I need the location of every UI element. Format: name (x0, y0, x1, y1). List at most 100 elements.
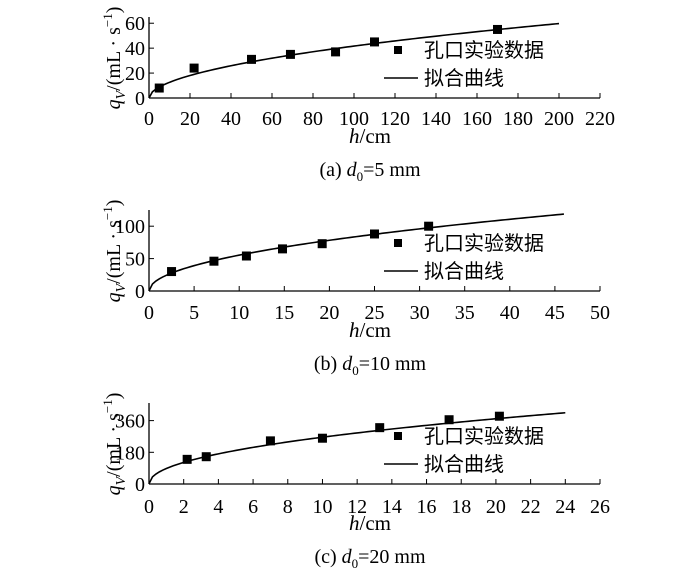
x-tick-label: 0 (144, 108, 154, 130)
x-tick-label: 100 (339, 108, 369, 130)
x-label-unit: /cm (360, 124, 392, 148)
x-tick-label: 2 (179, 496, 189, 518)
x-tick-label: 24 (555, 496, 575, 518)
x-tick-label: 26 (590, 496, 610, 518)
data-point (370, 37, 379, 47)
x-tick-label: 22 (521, 496, 541, 518)
panel-c: 0 2 4 6 8 10 12 14 16 18 20 22 24 260180360孔口实验数据拟合曲线… (100, 393, 610, 571)
caption-sub: 0 (357, 169, 364, 184)
x-tick-label: 140 (421, 108, 451, 130)
x-tick-label: 4 (213, 496, 223, 518)
x-axis-label: h/cm (349, 318, 391, 342)
data-point (182, 454, 192, 464)
x-tick-label: 60 (262, 108, 282, 130)
x-tick-label: 30 (410, 302, 430, 324)
data-point (370, 229, 379, 239)
x-tick-label: 25 (365, 302, 385, 324)
y-tick-label: 360 (115, 411, 145, 433)
data-point (493, 24, 502, 34)
y-tick-label: 50 (125, 249, 145, 271)
x-tick-label: 80 (303, 108, 323, 130)
data-point (375, 423, 385, 433)
x-label-var: h (349, 318, 360, 342)
data-point (424, 221, 434, 231)
y-tick-label: 60 (125, 13, 145, 35)
y-tick-label: 0 (135, 88, 145, 110)
x-label-unit: /cm (360, 511, 392, 535)
data-point (209, 256, 219, 266)
y-label-unit: /(mL · s (103, 220, 125, 284)
data-point (167, 267, 177, 277)
x-tick-label: 10 (229, 302, 249, 324)
data-point (494, 411, 504, 421)
y-label-exp: −1 (100, 13, 115, 27)
y-axis-label: qV/(mL · s−1) (100, 393, 129, 496)
y-label-sub: V (114, 89, 129, 99)
y-label-unit: /(mL · s (103, 413, 125, 477)
caption-value: =10 mm (359, 353, 427, 375)
caption-value: =5 mm (363, 159, 421, 181)
x-axis-label: h/cm (349, 511, 391, 535)
x-tick-label: 180 (503, 108, 533, 130)
panel-caption: (b) d0=10 mm (314, 353, 427, 378)
panel-caption: (c) d0=20 mm (314, 546, 426, 571)
x-tick-label: 10 (312, 496, 332, 518)
data-point (154, 83, 164, 93)
y-tick-label: 40 (125, 38, 145, 60)
y-label-var: q (103, 292, 125, 302)
x-tick-label: 16 (417, 496, 437, 518)
caption-var: d (347, 159, 358, 181)
data-point (317, 239, 327, 249)
caption-prefix: (c) (314, 546, 341, 568)
x-tick-label: 18 (451, 496, 471, 518)
legend-label-fit: 拟合曲线 (424, 259, 504, 283)
x-tick-label: 15 (274, 302, 294, 324)
y-label-exp: −1 (100, 206, 115, 220)
x-tick-label: 8 (283, 496, 293, 518)
data-point (201, 452, 211, 462)
x-tick-label: 120 (380, 108, 410, 130)
legend-marker-square (394, 46, 402, 54)
y-label-exp: −1 (100, 399, 115, 413)
x-tick-label: 6 (248, 496, 258, 518)
data-point (265, 436, 275, 446)
legend-label-fit: 拟合曲线 (424, 452, 504, 476)
panel-a: 0 20 40 60 80 100 120 140 160 180 200 220 0 20 40 60 孔口实… (100, 7, 615, 184)
data-point (444, 415, 454, 425)
y-label-var: q (103, 485, 125, 495)
x-label-var: h (349, 511, 360, 535)
caption-value: =20 mm (358, 546, 426, 568)
y-label-close: ) (103, 393, 125, 400)
x-tick-label: 40 (500, 302, 520, 324)
x-tick-label: 35 (455, 302, 475, 324)
y-label-close: ) (103, 200, 125, 207)
y-axis-label: qV/(mL · s−1) (100, 200, 129, 303)
x-tick-label: 220 (585, 108, 615, 130)
legend-label-fit: 拟合曲线 (424, 66, 504, 90)
data-point (331, 47, 341, 57)
x-tick-label: 160 (462, 108, 492, 130)
x-tick-label: 0 (144, 302, 154, 324)
y-tick-label: 20 (125, 63, 145, 85)
y-label-unit: /(mL · s (103, 27, 125, 91)
caption-sub: 0 (352, 363, 359, 378)
legend-marker-square (394, 432, 402, 440)
legend-label-data: 孔口实验数据 (424, 38, 544, 62)
y-tick-label: 100 (115, 216, 145, 238)
caption-sub: 0 (352, 556, 359, 571)
data-point (247, 54, 256, 64)
x-label-unit: /cm (360, 318, 392, 342)
data-point (241, 251, 251, 261)
caption-var: d (342, 546, 353, 568)
x-tick-label: 12 (347, 496, 367, 518)
y-label-var: q (103, 99, 125, 109)
legend-label-data: 孔口实验数据 (424, 424, 544, 448)
x-tick-label: 50 (590, 302, 610, 324)
y-tick-label: 180 (115, 442, 145, 464)
data-point (277, 244, 287, 254)
data-point (285, 49, 295, 59)
y-label-sub: V (114, 475, 129, 485)
y-tick-label: 0 (135, 281, 145, 303)
